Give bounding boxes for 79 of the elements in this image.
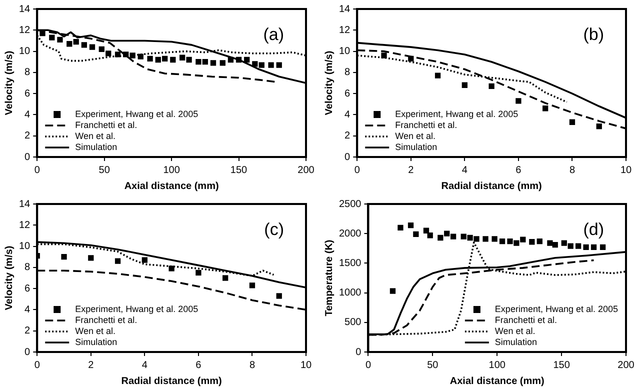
y-tick-label: 2000 (338, 228, 362, 240)
x-tick-label: 100 (488, 360, 506, 371)
x-tick-label: 150 (553, 360, 570, 371)
y-tick-label: 1000 (338, 288, 362, 299)
x-tick-label: 10 (620, 164, 632, 176)
y-tick-label: 4 (344, 109, 351, 120)
legend-label: Franchetti et al. (75, 120, 138, 130)
x-tick-label: 8 (249, 360, 256, 371)
y-tick-label: 2 (24, 130, 31, 142)
x-tick-label: 0 (34, 164, 40, 176)
y-axis-title: Temperature (K) (324, 240, 335, 316)
y-tick-label: 6 (24, 283, 31, 294)
x-tick-label: 4 (462, 164, 468, 176)
y-tick-label: 10 (19, 46, 31, 58)
legend-label: Simulation (75, 336, 118, 347)
x-tick-label: 6 (196, 360, 202, 371)
x-tick-label: 6 (516, 164, 522, 176)
legend-label: Wen et al. (494, 326, 536, 336)
annotation: (d) (583, 220, 604, 240)
x-axis-title: Axial distance (mm) (450, 376, 544, 387)
x-tick-label: 200 (298, 164, 315, 176)
legend-label: Franchetti et al. (75, 314, 138, 325)
y-tick-label: 4 (24, 109, 31, 120)
annotation: (a) (263, 25, 284, 44)
legend-label: Franchetti et al. (395, 120, 458, 130)
y-tick-label: 6 (344, 88, 351, 100)
y-tick-label: 10 (19, 241, 31, 252)
y-tick-label: 0 (356, 346, 362, 358)
y-tick-label: 12 (339, 24, 351, 36)
legend-label: Wen et al. (395, 130, 436, 141)
x-tick-label: 4 (142, 360, 148, 371)
y-tick-label: 4 (24, 304, 31, 316)
legend-label: Simulation (75, 142, 118, 152)
x-tick-label: 100 (163, 164, 180, 176)
x-tick-label: 2 (408, 164, 414, 176)
x-tick-label: 8 (569, 164, 576, 176)
y-tick-label: 2500 (338, 198, 362, 210)
y-tick-label: 8 (24, 67, 31, 78)
y-tick-label: 8 (24, 262, 31, 274)
y-tick-label: 1500 (338, 258, 362, 269)
y-tick-label: 10 (339, 46, 351, 58)
x-tick-label: 50 (427, 360, 439, 371)
y-tick-label: 12 (19, 24, 31, 36)
x-axis-title: Radial distance (mm) (121, 376, 222, 387)
legend-label: Franchetti et al. (494, 314, 557, 325)
x-tick-label: 150 (230, 164, 248, 176)
x-tick-label: 0 (34, 360, 40, 371)
legend-label: Simulation (395, 142, 438, 152)
y-tick-label: 2 (24, 326, 31, 337)
x-axis-title: Radial distance (mm) (441, 180, 542, 192)
legend-label: Experiment, Hwang et al. 2005 (75, 108, 198, 119)
y-axis-title: Velocity (m/s) (324, 50, 335, 116)
y-tick-label: 0 (24, 152, 31, 163)
x-tick-label: 0 (365, 360, 372, 371)
y-tick-label: 2 (344, 130, 351, 142)
legend-label: Experiment, Hwang et al. 2005 (395, 108, 518, 119)
legend-label: Experiment, Hwang et al. 2005 (494, 304, 618, 314)
legend-label: Wen et al. (75, 326, 116, 336)
legend-label: Experiment, Hwang et al. 2005 (75, 304, 198, 314)
y-tick-label: 0 (24, 346, 31, 358)
x-tick-label: 50 (98, 164, 110, 176)
y-tick-label: 6 (24, 88, 31, 100)
legend-label: Simulation (494, 336, 537, 347)
x-tick-label: 200 (618, 360, 635, 371)
y-axis-title: Velocity (m/s) (4, 246, 15, 310)
y-axis-title: Velocity (m/s) (4, 50, 15, 116)
y-tick-label: 12 (19, 220, 31, 231)
annotation: (c) (264, 220, 284, 240)
legend-label: Wen et al. (75, 130, 116, 141)
y-tick-label: 14 (19, 4, 31, 15)
y-tick-label: 500 (344, 317, 362, 328)
x-axis-title: Axial distance (mm) (124, 180, 219, 192)
y-tick-label: 0 (344, 152, 351, 163)
x-tick-label: 2 (88, 360, 94, 371)
annotation: (b) (583, 25, 604, 44)
x-tick-label: 10 (300, 360, 312, 371)
y-tick-label: 8 (344, 67, 351, 78)
y-tick-label: 14 (19, 198, 31, 210)
y-tick-label: 14 (339, 4, 351, 15)
